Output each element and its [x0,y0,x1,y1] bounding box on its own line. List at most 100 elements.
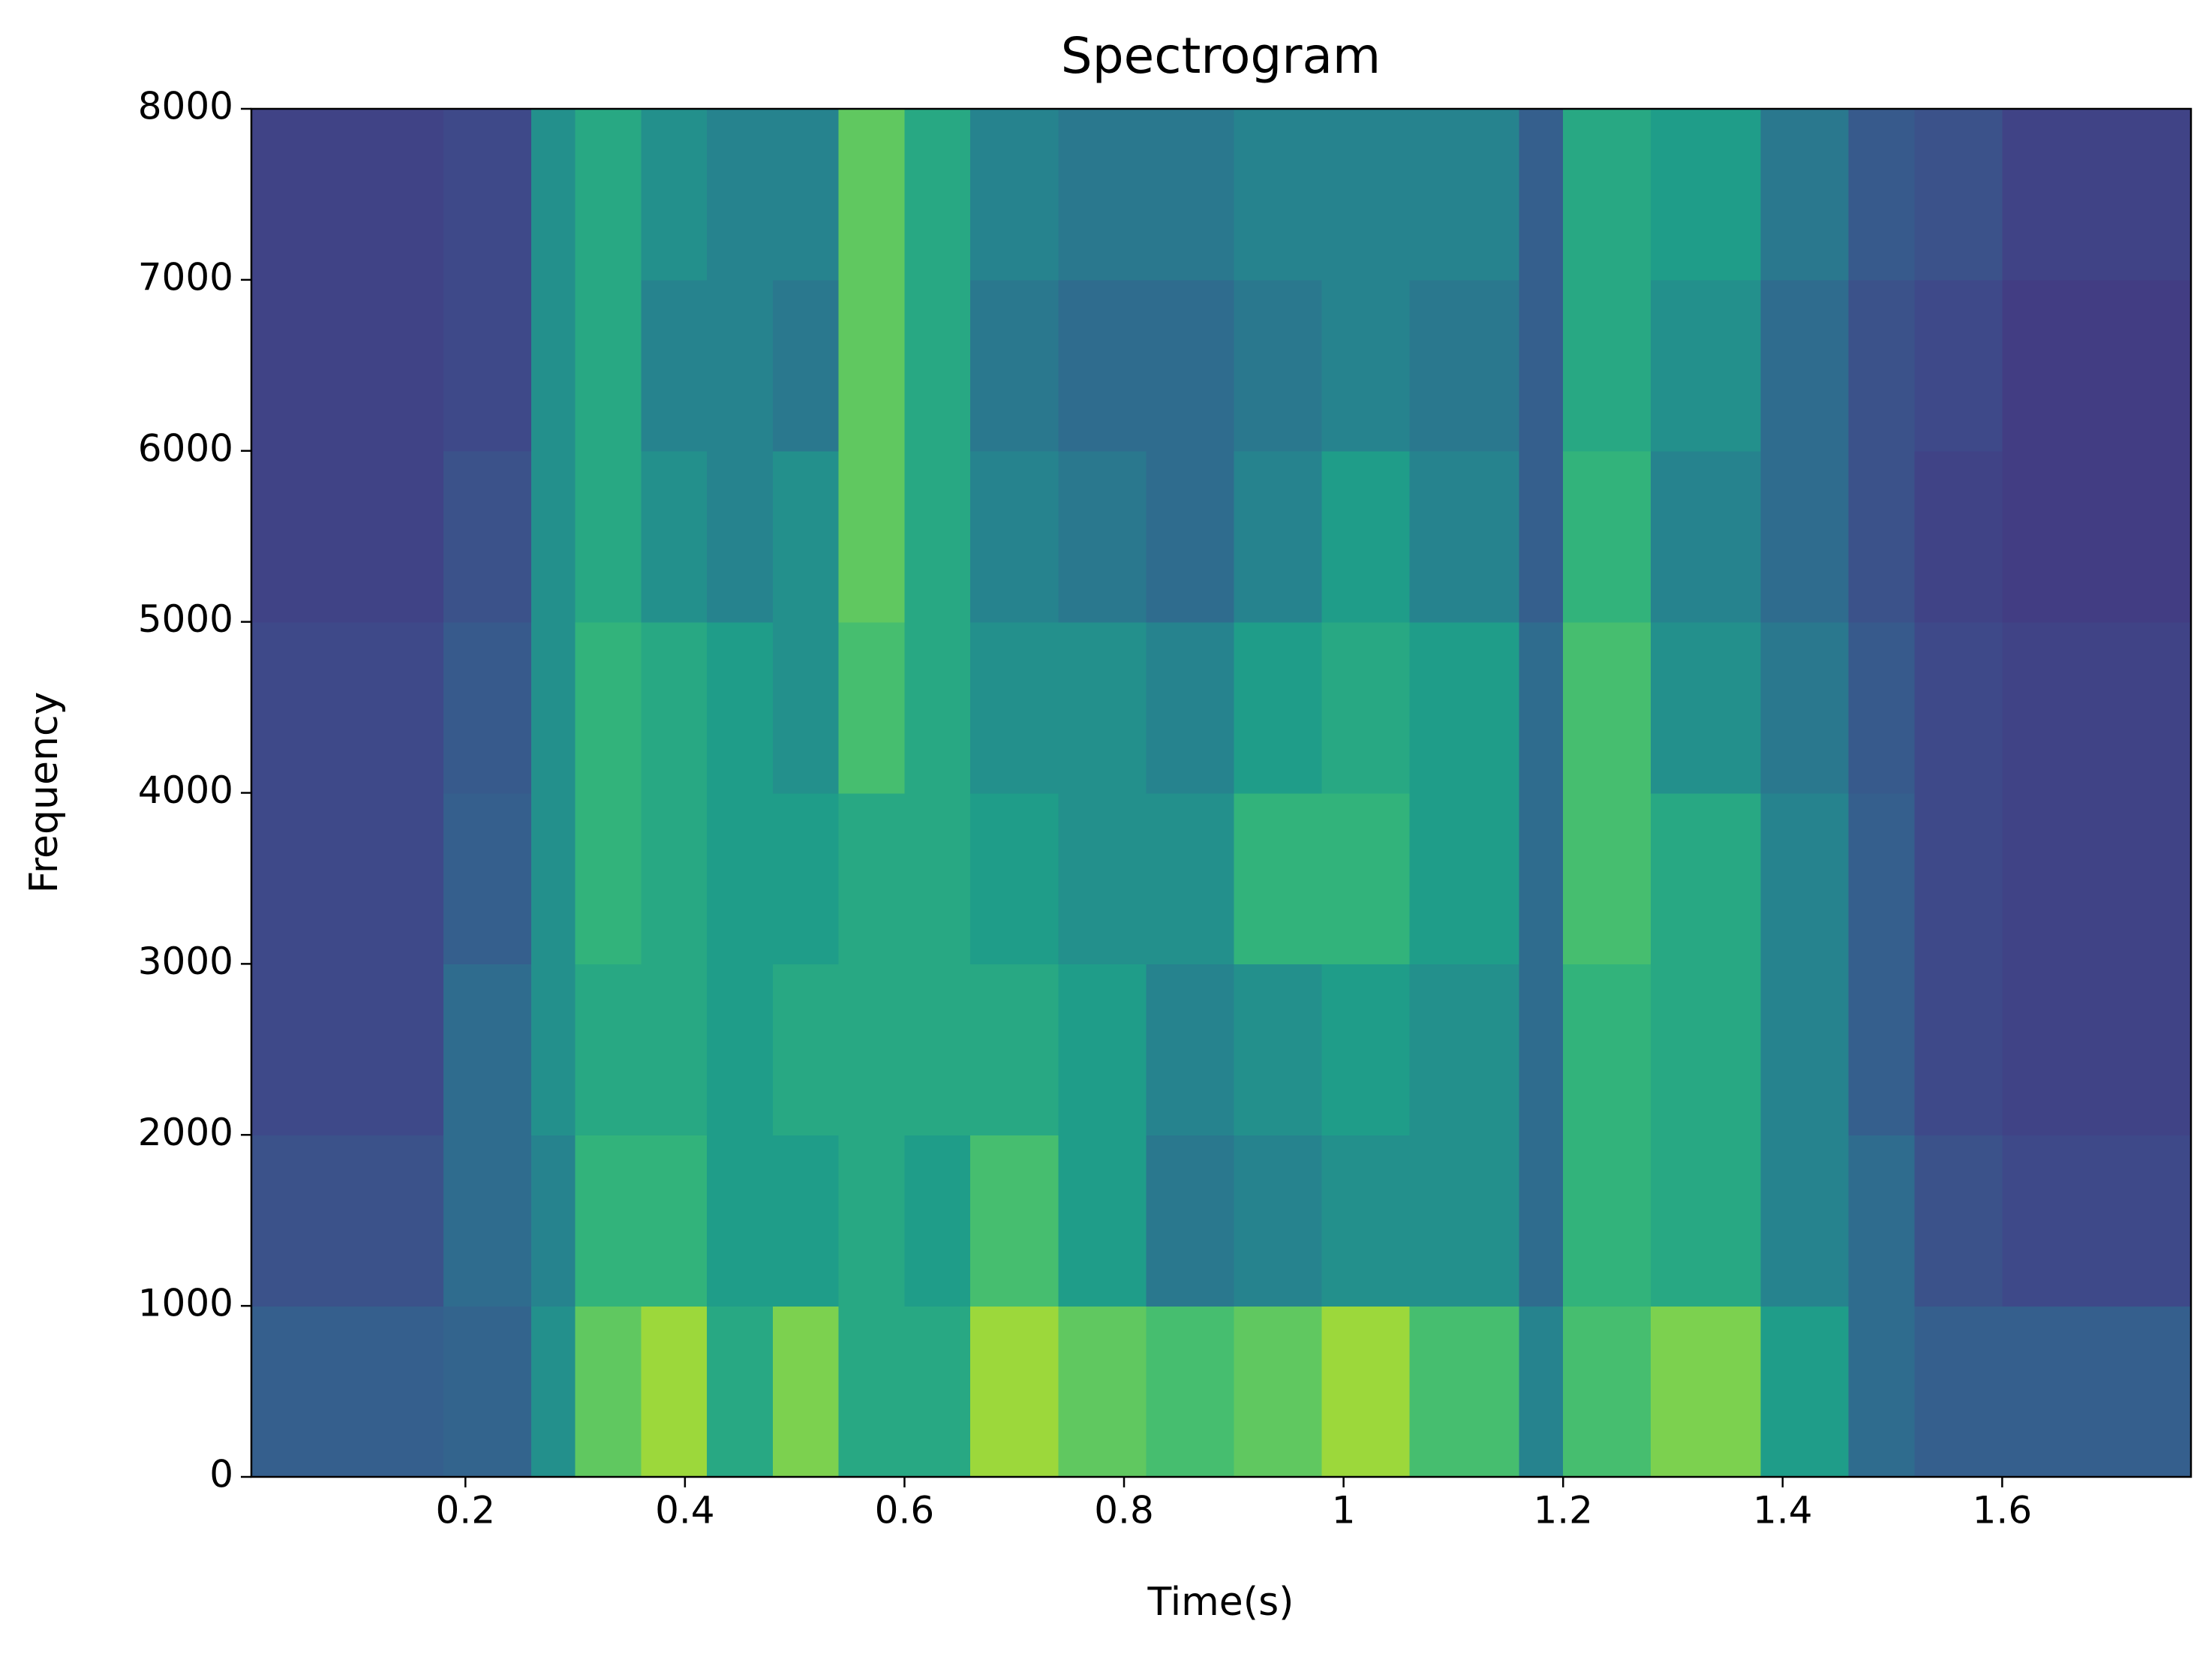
heatmap-cell [355,964,444,1136]
heatmap-cell [1760,279,1850,452]
heatmap-cell [1146,621,1235,794]
heatmap-cell [904,964,972,1136]
heatmap-cell [575,792,642,965]
heatmap-cell [251,792,356,965]
heatmap-cell [355,1135,444,1307]
heatmap-cell [1651,109,1762,281]
heatmap-cell [1146,109,1235,281]
heatmap-cell [531,279,576,452]
heatmap-cell [772,109,840,281]
heatmap-cell [1651,1135,1762,1307]
heatmap-cell [1321,279,1411,452]
heatmap-cell [251,964,356,1136]
heatmap-cell [1519,792,1564,965]
heatmap-cell [1651,279,1762,452]
heatmap-cell [1146,1306,1235,1478]
heatmap-cell [443,1135,532,1307]
heatmap-cell [1651,621,1762,794]
heatmap-cell [1651,792,1762,965]
heatmap-cell [641,450,708,623]
heatmap-cell [772,450,840,623]
heatmap-cell [575,621,642,794]
heatmap-cell [1409,450,1520,623]
heatmap-cell [641,279,708,452]
heatmap-cell [1914,1135,2003,1307]
heatmap-cell [1848,279,1916,452]
heatmap-cell [904,621,972,794]
heatmap-cell [2002,279,2192,452]
heatmap-cell [970,792,1059,965]
heatmap-cell [970,1135,1059,1307]
heatmap-cell [838,279,906,452]
heatmap-cell [707,450,774,623]
heatmap-cell [904,109,972,281]
heatmap-cell [1914,279,2003,452]
heatmap-cell [1146,792,1235,965]
heatmap-cell [2002,1306,2192,1478]
y-tick-label: 6000 [138,426,233,470]
heatmap-cell [251,621,356,794]
y-tick-label: 3000 [138,940,233,983]
x-tick-label: 0.6 [875,1489,935,1532]
heatmap-cell [1563,1306,1652,1478]
heatmap-cell [355,621,444,794]
heatmap-cell [443,1306,532,1478]
heatmap-cell [1058,279,1147,452]
heatmap-cell [1409,964,1520,1136]
heatmap-cell [1146,450,1235,623]
heatmap-cell [531,1306,576,1478]
heatmap-cell [1914,450,2003,623]
heatmap-cell [1321,621,1411,794]
heatmap-cell [904,1135,972,1307]
heatmap-cell [772,621,840,794]
heatmap-cell [1234,1135,1323,1307]
heatmap-cell [1409,792,1520,965]
heatmap-cell [355,792,444,965]
heatmap-cell [641,792,708,965]
heatmap-cell [707,792,774,965]
heatmap-cell [1058,792,1147,965]
heatmap-cell [1760,792,1850,965]
heatmap-cell [1321,1306,1411,1478]
heatmap-cell [2002,964,2192,1136]
heatmap-cell [970,109,1059,281]
heatmap-cell [970,279,1059,452]
heatmap-cell [970,621,1059,794]
heatmap-cell [1914,964,2003,1136]
heatmap-cell [1409,621,1520,794]
heatmap-cell [443,279,532,452]
heatmap-cell [1519,450,1564,623]
chart-title: Spectrogram [1061,27,1381,85]
heatmap-cell [443,621,532,794]
heatmap-cell [1848,621,1916,794]
heatmap-cell [1234,1306,1323,1478]
x-axis-label: Time(s) [1147,1580,1294,1625]
heatmap-cell [772,279,840,452]
heatmap-cell [1409,279,1520,452]
heatmap-cell [1234,792,1323,965]
heatmap-cell [1519,109,1564,281]
heatmap-cell [1321,964,1411,1136]
heatmap-cell [1409,109,1520,281]
heatmap-cell [1409,1306,1520,1478]
heatmap-cell [1519,1135,1564,1307]
heatmap-cell [1760,1135,1850,1307]
heatmap-cell [575,279,642,452]
heatmap-cell [2002,450,2192,623]
heatmap-cell [1563,450,1652,623]
heatmap-cell [1321,109,1411,281]
heatmap-cell [2002,109,2192,281]
x-tick-label: 1.4 [1753,1489,1813,1532]
heatmap-cell [904,450,972,623]
heatmap-cell [443,450,532,623]
heatmap-cell [1519,621,1564,794]
heatmap-cell [355,1306,444,1478]
heatmap-cell [1234,621,1323,794]
heatmap-cell [1914,1306,2003,1478]
heatmap-cell [1058,621,1147,794]
heatmap-cell [707,109,774,281]
heatmap-cell [970,1306,1059,1478]
heatmap-cell [1848,450,1916,623]
heatmap-cell [531,109,576,281]
